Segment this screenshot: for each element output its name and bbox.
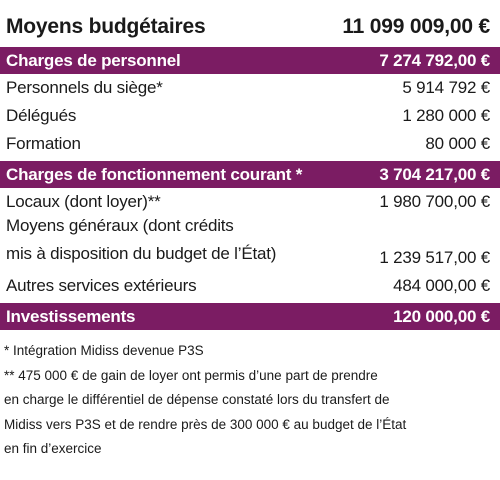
footnote-line: Midiss vers P3S et de rendre près de 300…	[4, 416, 407, 432]
footnote: ** 475 000 € de gain de loyer ont permis…	[4, 364, 500, 462]
section-heading: Charges de fonctionnement courant * 3 704…	[0, 161, 500, 188]
budget-line: Moyens généraux (dont crédits mis à dispo…	[0, 216, 500, 272]
line-label: Moyens généraux (dont crédits mis à dispo…	[6, 212, 276, 268]
heading-label: Charges de personnel	[6, 50, 181, 70]
line-label: Autres services extérieurs	[6, 276, 197, 296]
section-heading: Charges de personnel 7 274 792,00 €	[0, 47, 500, 74]
line-amount: 5 914 792 €	[402, 78, 490, 97]
budget-table: Charges de personnel 7 274 792,00 € Person…	[0, 47, 500, 330]
footnote-line: en fin d’exercice	[4, 441, 102, 456]
line-amount: 80 000 €	[425, 134, 490, 153]
line-label: Locaux (dont loyer)**	[6, 192, 161, 212]
label-line: Délégués	[6, 106, 77, 125]
line-label: Personnels du siège*	[6, 78, 163, 98]
section-heading: Investissements 120 000,00 €	[0, 303, 500, 330]
total-amount: 11 099 009,00 €	[342, 15, 490, 38]
line-amount: 1 980 700,00 €	[379, 192, 490, 211]
title: Moyens budgétaires	[6, 15, 206, 38]
heading-label: Charges de fonctionnement courant *	[6, 164, 303, 184]
footnote: * Intégration Midiss devenue P3S	[4, 339, 500, 364]
budget-line: Formation 80 000 €	[0, 130, 500, 158]
budget-line: Délégués 1 280 000 €	[0, 102, 500, 130]
budget-line: Personnels du siège* 5 914 792 €	[0, 74, 500, 102]
label-line: Moyens généraux (dont crédits	[6, 216, 234, 235]
budget-line: Locaux (dont loyer)** 1 980 700,00 €	[0, 188, 500, 216]
label-line: Formation	[6, 134, 81, 153]
line-amount: 1 280 000 €	[402, 106, 490, 125]
line-label: Formation	[6, 134, 81, 154]
footnotes: * Intégration Midiss devenue P3S ** 475 0…	[0, 339, 500, 462]
heading-amount: 3 704 217,00 €	[379, 164, 490, 184]
footnote-line: * Intégration Midiss devenue P3S	[4, 343, 204, 358]
label-line: Autres services extérieurs	[6, 276, 197, 295]
label-line: mis à disposition du budget de l’État)	[6, 244, 277, 263]
label-line: Personnels du siège*	[6, 78, 163, 97]
budget-line: Autres services extérieurs 484 000,00 €	[0, 272, 500, 300]
heading-amount: 7 274 792,00 €	[379, 50, 490, 70]
label-line: Locaux (dont loyer)**	[6, 192, 161, 211]
line-amount: 1 239 517,00 €	[379, 248, 490, 267]
line-label: Délégués	[6, 106, 76, 126]
heading-label: Investissements	[6, 306, 136, 326]
footnote-line: en charge le différentiel de dépense con…	[4, 392, 390, 407]
line-amount: 484 000,00 €	[393, 276, 490, 295]
heading-amount: 120 000,00 €	[393, 306, 490, 326]
footnote-line: ** 475 000 € de gain de loyer ont permis…	[4, 367, 378, 383]
title-row: Moyens budgétaires 11 099 009,00 €	[0, 10, 500, 44]
